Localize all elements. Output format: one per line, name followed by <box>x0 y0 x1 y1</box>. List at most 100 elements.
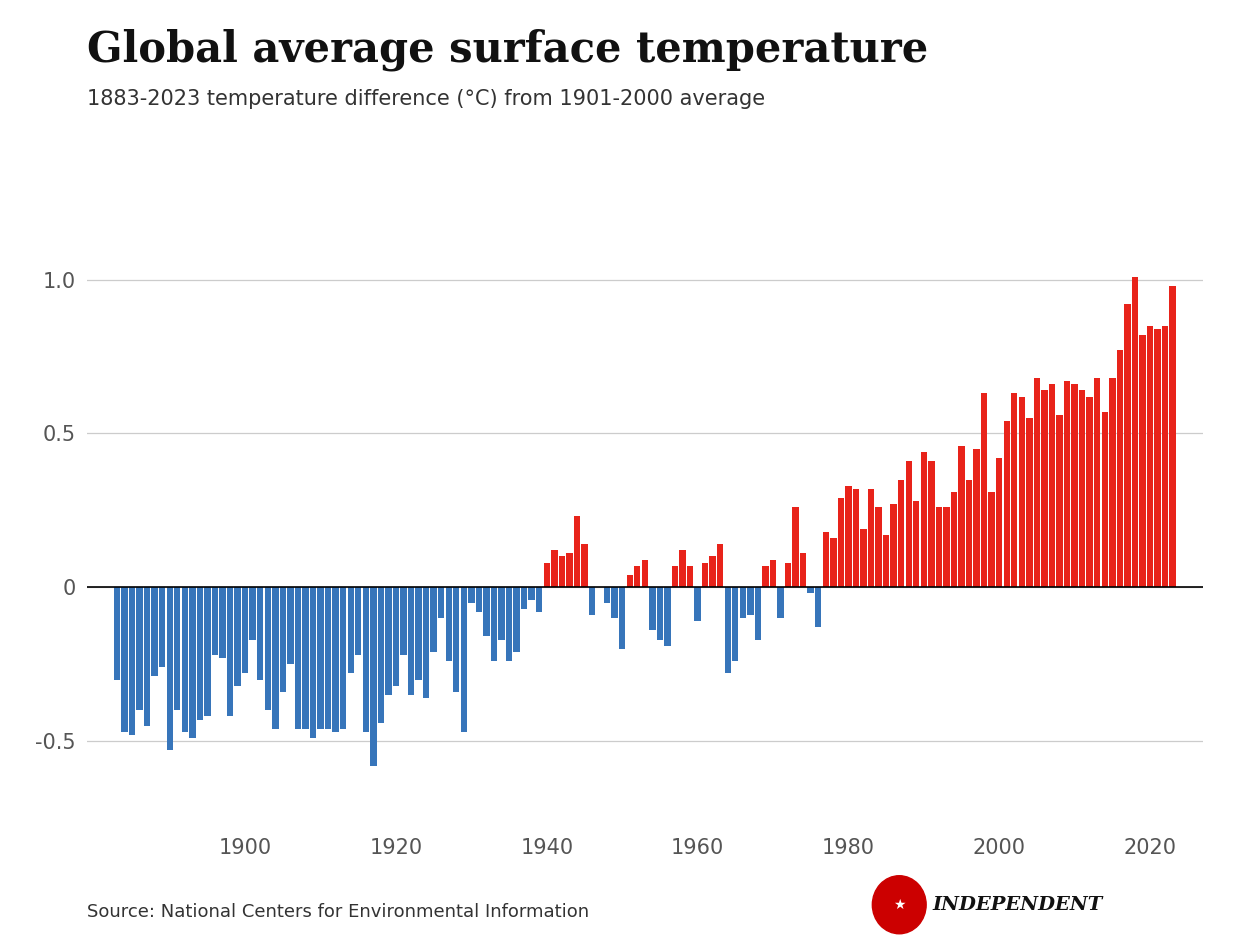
Bar <box>257 588 263 680</box>
Text: INDEPENDENT: INDEPENDENT <box>932 896 1102 914</box>
Bar <box>694 588 701 621</box>
Bar <box>144 588 150 726</box>
Bar <box>665 588 671 646</box>
Bar <box>792 508 799 588</box>
Bar <box>838 498 844 588</box>
Bar <box>717 544 723 588</box>
Bar <box>800 554 806 588</box>
Bar <box>332 588 339 732</box>
Bar <box>506 588 512 661</box>
Bar <box>1086 397 1092 588</box>
Bar <box>1169 286 1176 588</box>
Bar <box>748 588 754 615</box>
Bar <box>310 588 316 738</box>
Bar <box>295 588 301 728</box>
Bar <box>1132 276 1138 588</box>
Bar <box>362 588 370 732</box>
Bar <box>136 588 143 711</box>
Bar <box>589 588 595 615</box>
Bar <box>415 588 422 680</box>
Bar <box>981 394 987 588</box>
Text: ★: ★ <box>893 898 905 912</box>
Text: Source: National Centers for Environmental Information: Source: National Centers for Environment… <box>87 902 589 921</box>
Bar <box>1109 378 1116 588</box>
Bar <box>890 504 897 588</box>
Bar <box>227 588 233 716</box>
Bar <box>875 508 882 588</box>
Bar <box>280 588 286 692</box>
Bar <box>325 588 331 728</box>
Bar <box>401 588 407 655</box>
Bar <box>853 489 859 588</box>
Bar <box>1049 384 1055 588</box>
Bar <box>724 588 730 673</box>
Bar <box>649 588 656 631</box>
Text: 1883-2023 temperature difference (°C) from 1901-2000 average: 1883-2023 temperature difference (°C) fr… <box>87 89 765 109</box>
Bar <box>536 588 542 612</box>
Bar <box>288 588 294 665</box>
Bar <box>174 588 181 711</box>
Bar <box>1154 329 1161 588</box>
Bar <box>159 588 165 667</box>
Bar <box>739 588 746 618</box>
Bar <box>905 462 911 588</box>
Bar <box>626 575 632 588</box>
Bar <box>807 588 813 593</box>
Bar <box>1117 351 1123 588</box>
Bar <box>1003 421 1009 588</box>
Bar <box>830 538 837 588</box>
Bar <box>1027 418 1033 588</box>
Bar <box>988 492 994 588</box>
Bar <box>1034 378 1040 588</box>
Bar <box>528 588 534 600</box>
Bar <box>574 516 580 588</box>
Bar <box>634 566 641 588</box>
Bar <box>122 588 128 732</box>
Bar <box>973 448 980 588</box>
Bar <box>190 588 196 738</box>
Bar <box>913 501 920 588</box>
Bar <box>936 508 942 588</box>
Bar <box>476 588 482 612</box>
Bar <box>151 588 157 677</box>
Bar <box>959 446 965 588</box>
Bar <box>763 566 769 588</box>
Bar <box>1018 397 1025 588</box>
Bar <box>249 588 255 639</box>
Bar <box>770 559 776 588</box>
Bar <box>340 588 346 728</box>
Bar <box>355 588 362 655</box>
Bar <box>702 563 708 588</box>
Bar <box>951 492 957 588</box>
Bar <box>543 563 551 588</box>
Bar <box>1079 390 1085 588</box>
Bar <box>868 489 874 588</box>
Bar <box>445 588 451 661</box>
Bar <box>1011 394 1018 588</box>
Bar <box>687 566 693 588</box>
Bar <box>551 550 558 588</box>
Bar <box>1042 390 1048 588</box>
Bar <box>1071 384 1078 588</box>
Bar <box>966 479 972 588</box>
Bar <box>898 479 904 588</box>
Bar <box>567 554 573 588</box>
Bar <box>453 588 460 692</box>
Bar <box>498 588 505 639</box>
Bar <box>1064 381 1070 588</box>
Bar <box>582 544 588 588</box>
Bar <box>272 588 279 728</box>
Bar <box>619 588 625 649</box>
Bar <box>777 588 784 618</box>
Bar <box>513 588 520 651</box>
Bar <box>166 588 172 750</box>
Bar <box>709 556 715 588</box>
Bar <box>928 462 935 588</box>
Bar <box>378 588 384 723</box>
Bar <box>604 588 610 603</box>
Bar <box>197 588 203 719</box>
Bar <box>680 550 686 588</box>
Bar <box>423 588 429 698</box>
Bar <box>393 588 399 685</box>
Bar <box>1162 326 1168 588</box>
